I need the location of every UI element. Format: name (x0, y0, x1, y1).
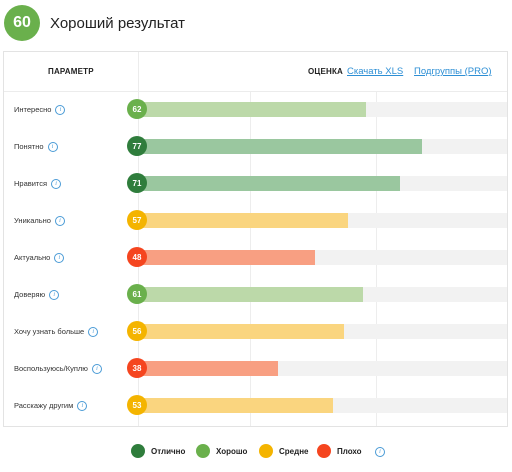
score-bar-fill (137, 250, 315, 265)
row-label: Расскажу другим i (14, 387, 88, 424)
result-title: Хороший результат (50, 14, 186, 32)
score-bar-fill (137, 324, 344, 339)
score-badge: 56 (127, 321, 147, 341)
info-icon[interactable]: i (47, 141, 58, 152)
table-row: Актуально i 48 (4, 239, 507, 276)
legend-dot (196, 444, 210, 458)
legend-item: Плохо (317, 444, 362, 458)
score-bar-track (137, 324, 507, 339)
score-bar-fill (137, 139, 422, 154)
row-label: Нравится i (14, 165, 62, 202)
table-row: Интересно i 62 (4, 91, 507, 128)
legend-dot (131, 444, 145, 458)
score-badge: 71 (127, 173, 147, 193)
subgroups-pro-link[interactable]: Подгруппы (PRO) (414, 66, 492, 77)
info-icon[interactable]: i (55, 104, 66, 115)
score-bar-fill (137, 213, 348, 228)
legend-dot (317, 444, 331, 458)
row-label-text: Понятно (14, 142, 44, 151)
row-label: Хочу узнать больше i (14, 313, 99, 350)
column-divider (138, 52, 139, 426)
score-bar-fill (137, 176, 400, 191)
table-row: Уникально i 57 (4, 202, 507, 239)
row-label-text: Актуально (14, 253, 51, 262)
row-label: Доверяю i (14, 276, 60, 313)
table-row: Нравится i 71 (4, 165, 507, 202)
score-column-header: ОЦЕНКА (308, 67, 344, 76)
table-header: ПАРАМЕТР ОЦЕНКА Скачать XLS Подгруппы (P… (4, 52, 507, 92)
table-row: Понятно i 77 (4, 128, 507, 165)
score-bar-track (137, 398, 507, 413)
score-badge: 77 (127, 136, 147, 156)
legend-label: Плохо (337, 446, 362, 456)
legend-info-icon[interactable]: i (375, 447, 385, 457)
row-label: Актуально i (14, 239, 65, 276)
score-badge: 57 (127, 210, 147, 230)
score-bar-fill (137, 398, 333, 413)
score-badge: 48 (127, 247, 147, 267)
score-badge: 61 (127, 284, 147, 304)
info-icon[interactable]: i (54, 252, 65, 263)
score-bar-track (137, 102, 507, 117)
info-icon[interactable]: i (54, 215, 65, 226)
row-label: Понятно i (14, 128, 58, 165)
score-bar-fill (137, 361, 278, 376)
legend-item: Хорошо (196, 444, 247, 458)
row-label-text: Расскажу другим (14, 401, 74, 410)
overall-score-badge: 60 (4, 5, 40, 41)
row-label-text: Хочу узнать больше (14, 327, 85, 336)
row-label-text: Воспользуюсь/Куплю (14, 364, 88, 373)
row-label-text: Интересно (14, 105, 52, 114)
score-bar-fill (137, 102, 366, 117)
row-label: Уникально i (14, 202, 65, 239)
legend-label: Средне (279, 446, 309, 456)
row-label-text: Доверяю (14, 290, 46, 299)
score-badge: 62 (127, 99, 147, 119)
row-label-text: Уникально (14, 216, 51, 225)
legend-dot (259, 444, 273, 458)
score-bar-fill (137, 287, 363, 302)
legend-label: Отлично (151, 446, 186, 456)
table-row: Расскажу другим i 53 (4, 387, 507, 424)
score-bar-track (137, 176, 507, 191)
legend: Отлично Хорошо Средне Плохо i (0, 444, 512, 464)
info-icon[interactable]: i (91, 363, 102, 374)
score-badge: 53 (127, 395, 147, 415)
results-panel: ПАРАМЕТР ОЦЕНКА Скачать XLS Подгруппы (P… (3, 51, 508, 427)
row-label: Интересно i (14, 91, 66, 128)
score-badge: 38 (127, 358, 147, 378)
result-header: 60 Хороший результат (4, 5, 185, 41)
info-icon[interactable]: i (88, 326, 99, 337)
score-bar-track (137, 213, 507, 228)
score-bar-track (137, 250, 507, 265)
legend-item: Отлично (131, 444, 185, 458)
info-icon[interactable]: i (51, 178, 62, 189)
score-bar-track (137, 139, 507, 154)
legend-label: Хорошо (216, 446, 248, 456)
info-icon[interactable]: i (49, 289, 60, 300)
table-row: Доверяю i 61 (4, 276, 507, 313)
download-xls-link[interactable]: Скачать XLS (347, 66, 404, 77)
score-bar-track (137, 361, 507, 376)
param-column-header: ПАРАМЕТР (48, 67, 94, 76)
row-label-text: Нравится (14, 179, 48, 188)
table-row: Воспользуюсь/Куплю i 38 (4, 350, 507, 387)
info-icon[interactable]: i (77, 400, 88, 411)
table-row: Хочу узнать больше i 56 (4, 313, 507, 350)
row-label: Воспользуюсь/Куплю i (14, 350, 102, 387)
score-bar-track (137, 287, 507, 302)
legend-item: Средне (259, 444, 308, 458)
